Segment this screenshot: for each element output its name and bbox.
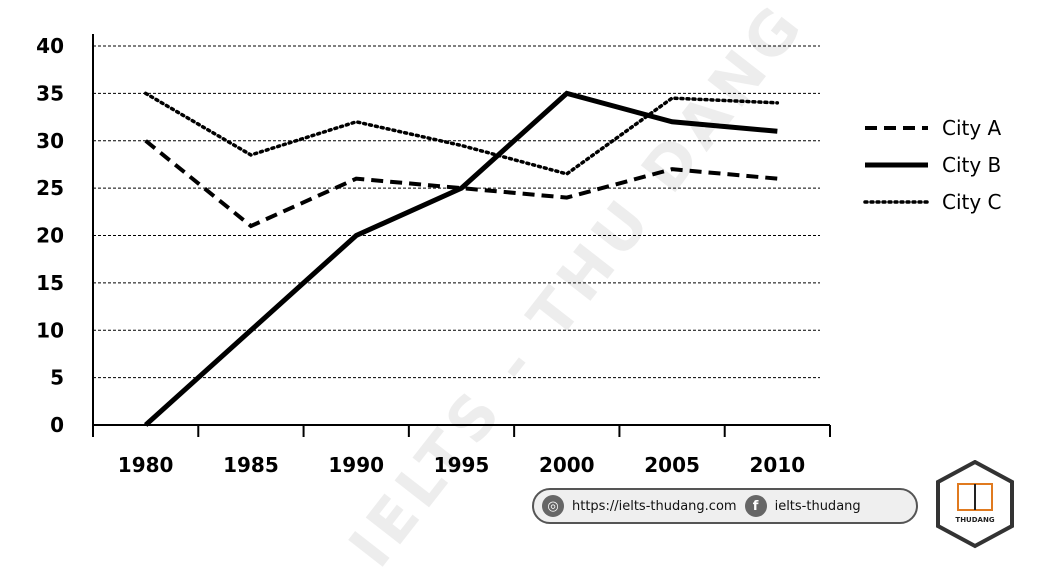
- logo-badge-icon: [936, 459, 1014, 549]
- series-line-city-b: [143, 90, 778, 427]
- dribbble-icon: ◎: [542, 495, 564, 517]
- series-line-city-c: [143, 91, 780, 176]
- y-tick-label: 25: [36, 176, 64, 200]
- brand-logo: THUDANG: [934, 459, 1016, 550]
- x-tick-label: 2000: [539, 453, 595, 477]
- y-tick-label: 40: [36, 34, 64, 58]
- gridlines: [93, 45, 820, 379]
- x-tick-label: 2005: [644, 453, 700, 477]
- x-tick-label: 2010: [750, 453, 806, 477]
- x-tick-label: 1985: [223, 453, 279, 477]
- x-tick-label: 1995: [434, 453, 490, 477]
- website-link[interactable]: https://ielts-thudang.com: [572, 498, 737, 514]
- legend-label: City B: [942, 153, 1001, 177]
- axes: 0 5 10 15 20 25 30 35 40 1980 1985 1990 1995 2000 2005…: [36, 34, 831, 477]
- y-tick-label: 5: [50, 366, 64, 390]
- legend: City A City B City C: [863, 116, 1002, 214]
- logo-text: THUDANG: [955, 516, 995, 524]
- x-tick-label: 1980: [118, 453, 174, 477]
- contact-bar: ◎ https://ielts-thudang.com f ielts-thud…: [532, 488, 918, 524]
- y-tick-label: 30: [36, 129, 64, 153]
- line-chart: 0 5 10 15 20 25 30 35 40 1980 1985 1990 1995 2000 2005…: [36, 34, 1002, 477]
- y-tick-label: 35: [36, 81, 64, 105]
- y-tick-label: 10: [36, 318, 64, 342]
- facebook-icon: f: [744, 495, 767, 517]
- legend-label: City A: [942, 116, 1002, 140]
- y-tick-label: 0: [50, 413, 64, 437]
- series-lines: [143, 90, 780, 427]
- legend-label: City C: [942, 190, 1002, 214]
- x-tick-label: 1990: [328, 453, 384, 477]
- facebook-link[interactable]: ielts-thudang: [774, 498, 861, 514]
- y-tick-label: 20: [36, 224, 64, 248]
- series-line-city-a: [144, 139, 778, 229]
- y-tick-label: 15: [36, 271, 64, 295]
